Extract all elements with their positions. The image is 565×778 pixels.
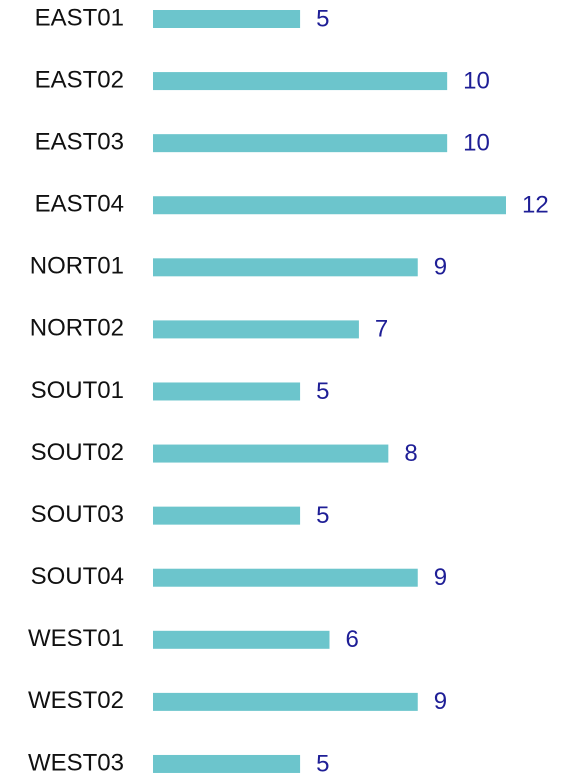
bar (153, 692, 418, 711)
value-label: 5 (316, 750, 329, 777)
value-label: 9 (434, 254, 447, 281)
bar (153, 506, 301, 525)
category-label: NORT02 (30, 315, 124, 342)
category-label: EAST02 (35, 66, 124, 93)
value-label: 6 (346, 626, 359, 653)
bar (153, 134, 448, 153)
value-label: 12 (522, 192, 549, 219)
category-label: SOUT02 (31, 439, 124, 466)
value-label: 9 (434, 688, 447, 715)
value-label: 5 (316, 378, 329, 405)
bar (153, 444, 389, 463)
category-label: SOUT03 (31, 501, 124, 528)
category-label: WEST03 (28, 749, 124, 776)
bar (153, 382, 301, 401)
value-label: 5 (316, 502, 329, 529)
bar (153, 630, 330, 649)
value-label: 10 (463, 67, 490, 94)
bar (153, 754, 301, 773)
category-label: SOUT04 (31, 563, 124, 590)
category-label: EAST01 (35, 4, 124, 31)
bar (153, 72, 448, 91)
value-label: 10 (463, 130, 490, 157)
bar (153, 258, 418, 277)
value-label: 8 (404, 440, 417, 467)
category-label: SOUT01 (31, 377, 124, 404)
bar (153, 568, 418, 587)
value-label: 5 (316, 5, 329, 32)
bar (153, 10, 301, 28)
category-label: EAST03 (35, 129, 124, 156)
category-label: WEST02 (28, 687, 124, 714)
category-label: WEST01 (28, 625, 124, 652)
value-label: 9 (434, 564, 447, 591)
category-label: NORT01 (30, 253, 124, 280)
bar (153, 320, 359, 339)
category-label: EAST04 (35, 191, 124, 218)
value-label: 7 (375, 316, 388, 343)
bar (153, 196, 506, 215)
